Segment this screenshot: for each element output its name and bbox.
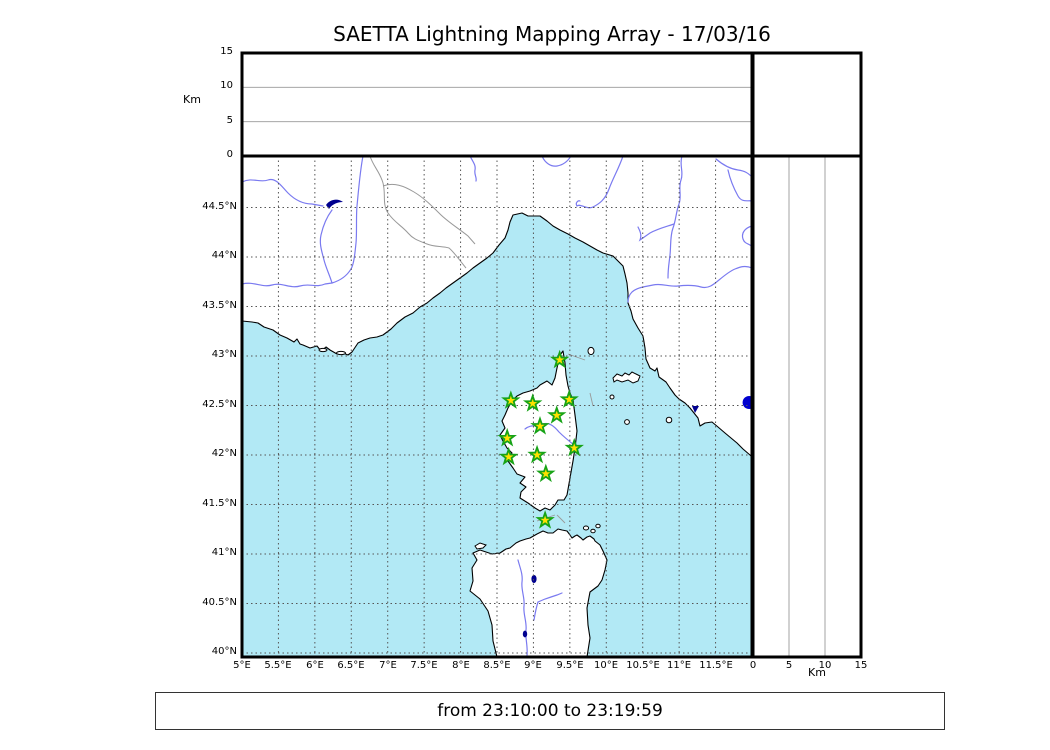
island-giglio [665,416,673,424]
lon-tick-label: 9°E [524,660,542,671]
right-km-tick-label: 0 [749,660,757,671]
island-maddalena-2 [590,528,596,534]
lat-tick-label: 41°N [211,547,237,558]
map-frame [240,154,754,659]
lma-station-star [501,390,521,409]
lma-station-star [536,463,556,483]
lon-tick-label: 6°E [306,660,324,671]
time-window-text: from 23:10:00 to 23:19:59 [437,701,663,721]
lma-station-star [527,444,547,464]
lon-tick-label: 11.5°E [699,660,733,671]
lake-coghinas [531,575,537,583]
altitude-tick-label: 0 [226,149,233,160]
lma-station-star [498,446,519,466]
lake-bolsena-circle [742,396,752,410]
lat-tick-label: 42°N [211,448,237,459]
island-elba [612,371,641,384]
lake-bolsena-dot [742,396,752,410]
lon-tick-label: 10°E [593,660,619,671]
lon-tick-label: 8°E [452,660,470,671]
lma-station-star [549,349,570,369]
map-panel [240,154,754,659]
lat-tick-label: 40.5°N [202,597,237,608]
lakes [326,199,699,638]
lma-stations [497,349,584,529]
lon-tick-label: 5.5°E [264,660,292,671]
island-montecristo [624,419,630,425]
lma-station-star [535,510,555,529]
island-asinara [474,542,487,550]
lon-tick-label: 6.5°E [337,660,365,671]
lat-tick-label: 43.5°N [202,300,237,311]
lma-station-star [564,437,584,457]
island-hyeres-1 [318,347,328,353]
lma-station-star [530,416,550,435]
lat-tick-label: 43°N [211,349,237,360]
coastline-sardinia [469,528,608,657]
right-km-tick-label: 5 [785,660,793,671]
lat-tick-label: 41.5°N [202,498,237,509]
lon-tick-label: 8.5°E [483,660,511,671]
island-gorgona [609,394,615,400]
lon-tick-label: 5°E [233,660,251,671]
lat-tick-label: 44°N [211,250,237,261]
admin-borders [369,156,476,269]
time-window-box: from 23:10:00 to 23:19:59 [155,692,945,730]
corner-box [751,51,863,158]
lon-tick-label: 7°E [379,660,397,671]
lma-station-star [559,389,579,408]
lma-station-star [547,405,567,424]
lat-tick-label: 42.5°N [202,399,237,410]
lon-tick-label: 7.5°E [410,660,438,671]
lon-tick-label: 11°E [666,660,692,671]
lon-tick-label: 9.5°E [556,660,584,671]
lake-orbetello [692,406,699,413]
right-km-tick-label: 15 [854,660,868,671]
island-hyeres-2 [336,350,346,356]
altitude-panel-top [240,51,754,158]
altitude-tick-label: 5 [226,115,233,126]
altitude-panel-right [751,154,863,659]
lma-station-star [522,393,543,412]
altitude-tick-label: 15 [220,46,233,57]
island-maddalena-3 [595,523,601,529]
lma-station-star [497,427,517,447]
right-km-axis-unit-label: Km [808,666,826,679]
lat-tick-label: 40°N [211,646,237,657]
figure-title: SAETTA Lightning Mapping Array - 17/03/1… [333,22,771,46]
lon-tick-label: 10.5°E [626,660,660,671]
island-maddalena-1 [582,525,590,531]
rivers [242,156,752,656]
lake-serre-poncon [326,199,343,209]
altitude-axis-unit-label: Km [183,93,201,106]
altitude-tick-label: 10 [220,80,233,91]
lat-tick-label: 44.5°N [202,201,237,212]
right-km-tick-label: 10 [818,660,832,671]
island-capraia [587,346,595,356]
lake-sardinia-2 [522,630,528,638]
